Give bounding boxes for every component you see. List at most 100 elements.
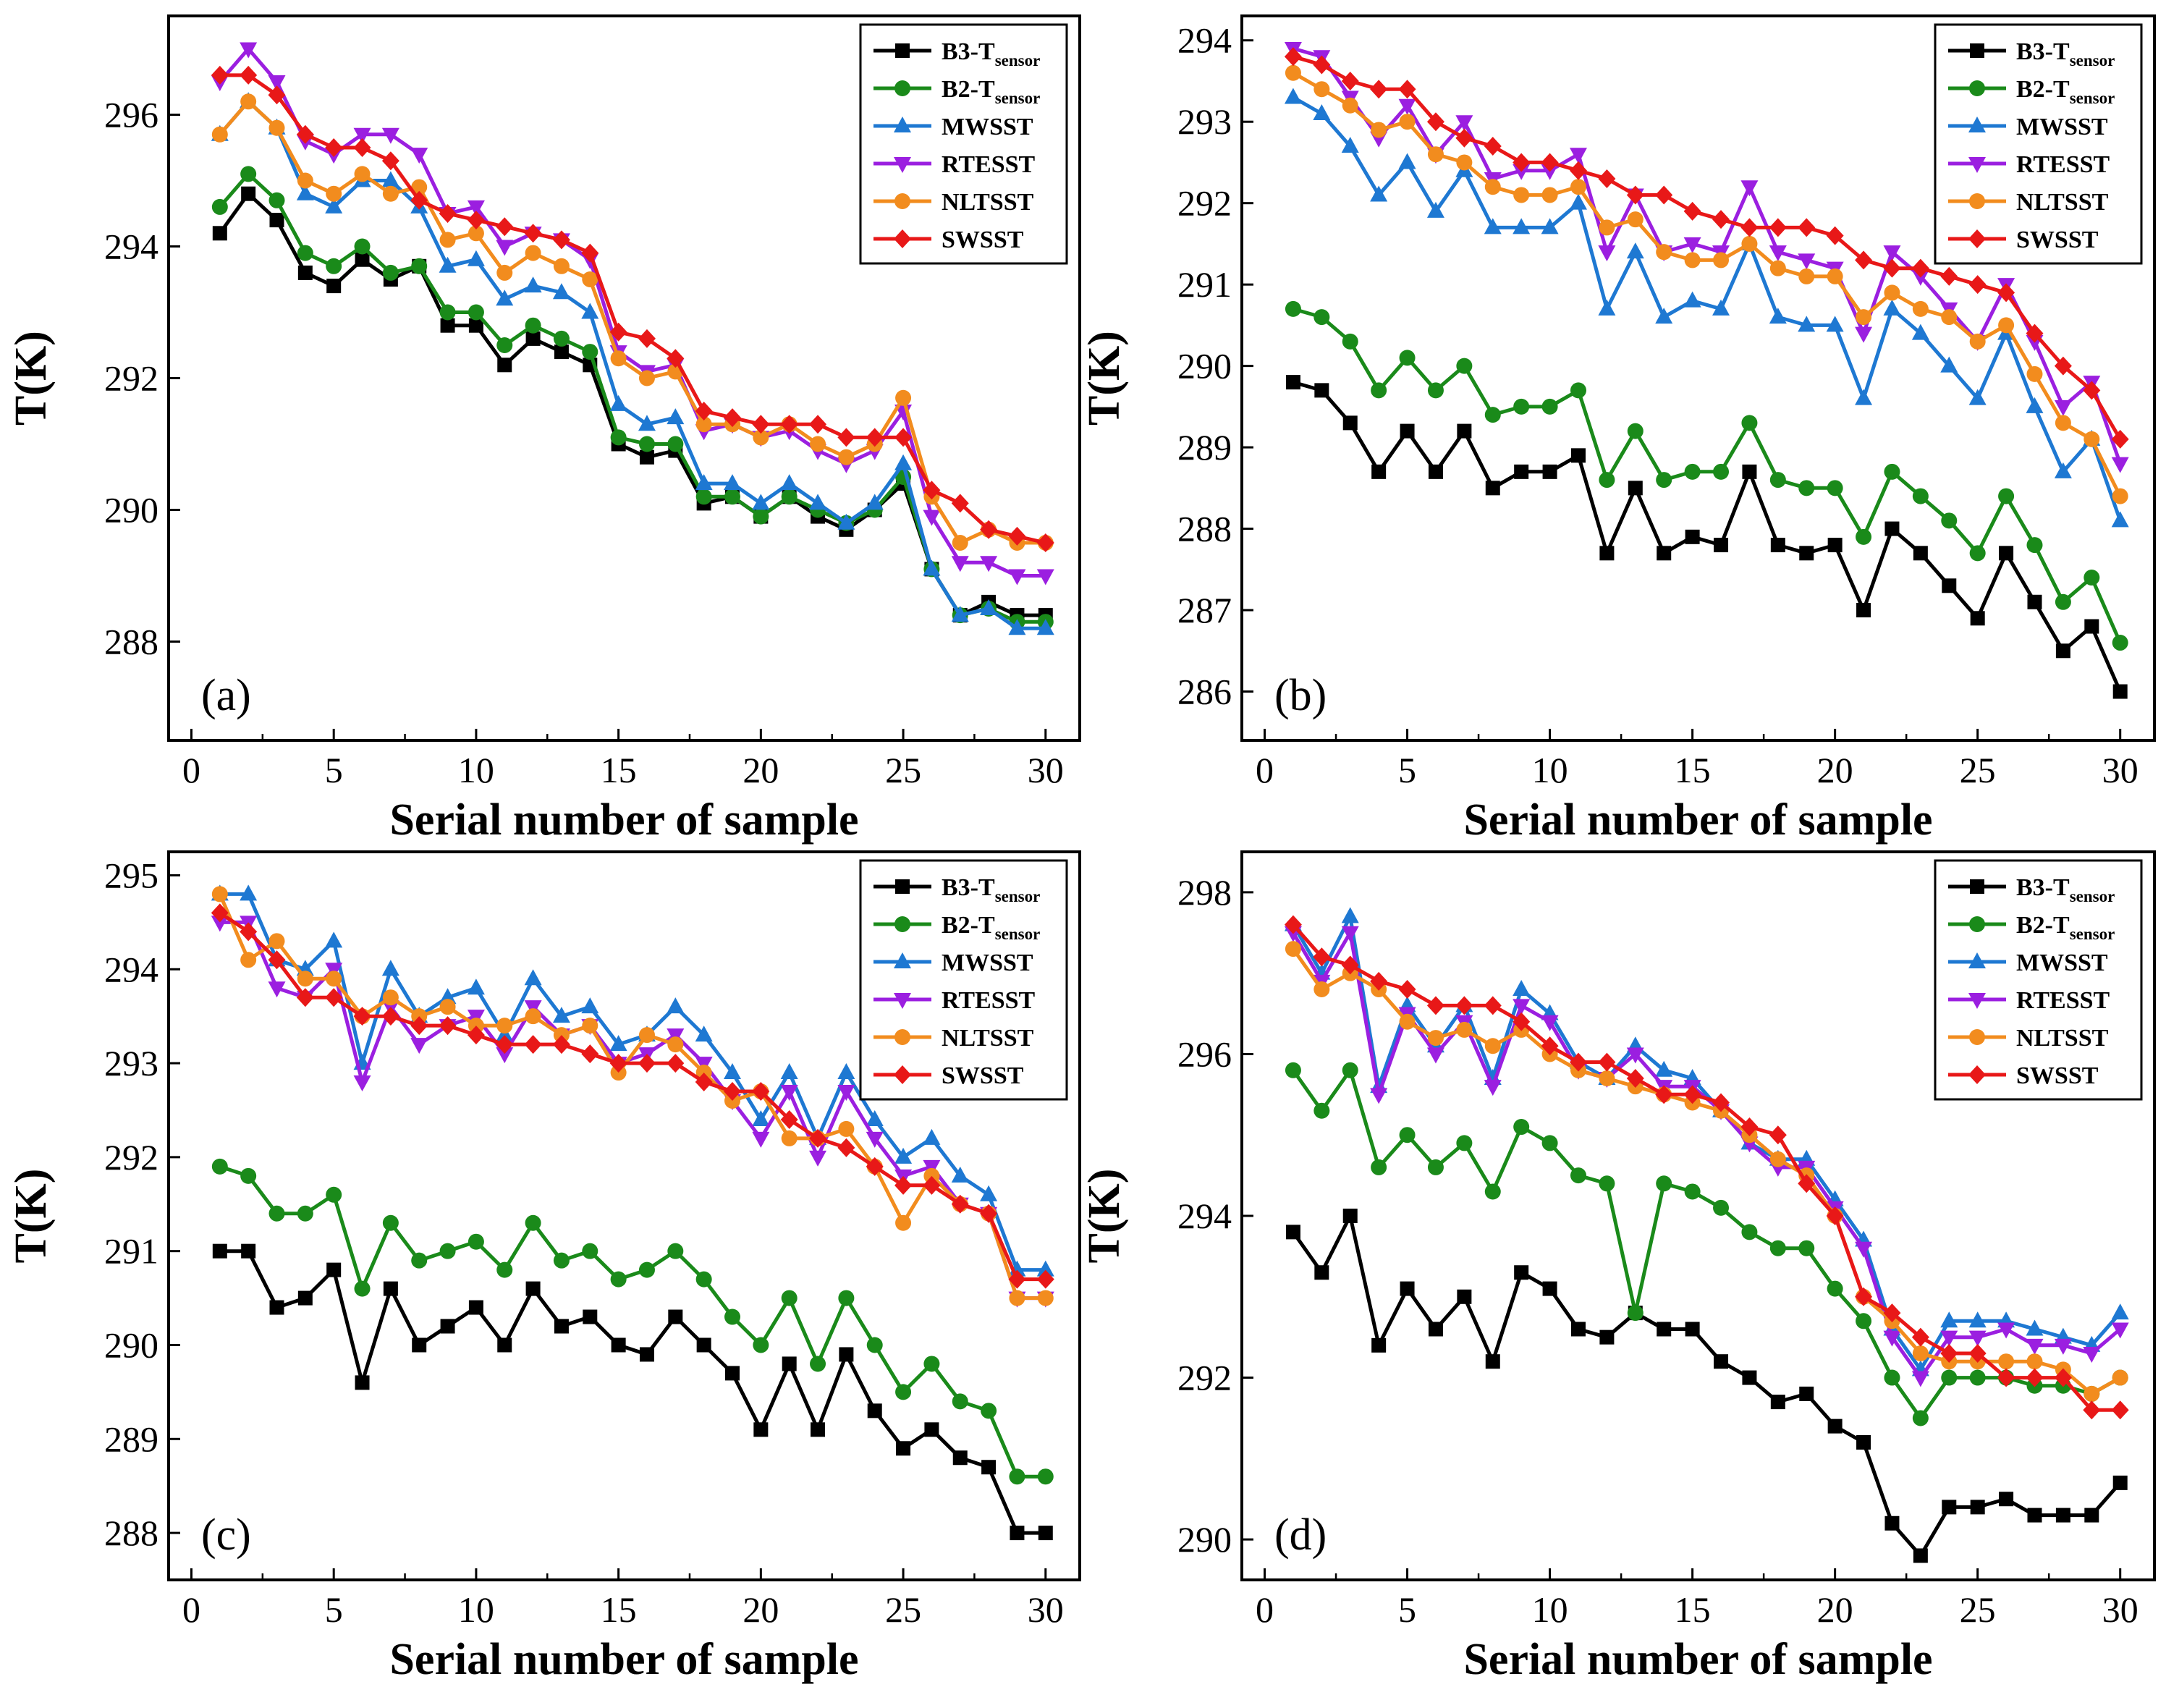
legend-label: RTESST xyxy=(942,151,1036,178)
data-point xyxy=(951,1166,969,1183)
chart-panel-a: 0 5 10 15 20 25 30 288 290 292 294 296 Serial number… xyxy=(7,14,1081,845)
series-swsst xyxy=(1284,915,2129,1420)
data-point xyxy=(1770,1395,1785,1410)
legend-label-subscript: sensor xyxy=(995,89,1041,107)
data-point xyxy=(781,1130,798,1146)
x-tick-label: 30 xyxy=(1028,750,1064,790)
data-point xyxy=(810,436,826,452)
legend-item-mwsst: MWSST xyxy=(873,950,1033,976)
y-tick-label: 298 xyxy=(1177,872,1232,913)
data-point xyxy=(1542,464,1557,479)
series-nltsst xyxy=(1285,941,2128,1402)
data-point xyxy=(895,1384,912,1400)
data-point xyxy=(382,185,399,202)
x-tick-label: 5 xyxy=(1398,750,1416,790)
legend-item-nltsst: NLTSST xyxy=(873,1025,1034,1052)
data-point xyxy=(1427,1159,1444,1175)
data-point xyxy=(2026,1353,2043,1370)
data-point xyxy=(581,303,599,319)
data-point xyxy=(1285,300,1301,317)
data-point xyxy=(1911,1371,1929,1387)
data-point xyxy=(1855,1287,1873,1306)
data-point xyxy=(809,1128,827,1148)
data-point xyxy=(240,93,257,110)
data-point xyxy=(923,510,941,526)
data-point xyxy=(525,1008,541,1025)
data-point xyxy=(383,1281,398,1296)
data-point xyxy=(355,252,370,267)
data-point xyxy=(1484,1183,1501,1200)
data-point xyxy=(554,1319,569,1334)
data-point xyxy=(439,1243,456,1259)
data-point xyxy=(1399,114,1416,130)
data-point xyxy=(980,556,998,572)
data-point xyxy=(1628,481,1643,496)
data-point xyxy=(1798,253,1816,270)
data-point xyxy=(1769,218,1787,237)
data-point xyxy=(1970,1500,1985,1515)
legend-box xyxy=(859,23,1068,265)
data-point xyxy=(752,415,770,434)
data-point xyxy=(1598,299,1616,316)
legend-label-main: MWSST xyxy=(942,950,1033,976)
data-point xyxy=(1627,1305,1643,1322)
data-point xyxy=(1370,1088,1388,1104)
data-point xyxy=(582,271,598,287)
y-tick-label: 294 xyxy=(104,949,158,989)
x-tick-label: 30 xyxy=(2102,750,2138,790)
data-point xyxy=(268,950,286,970)
data-point xyxy=(240,952,257,968)
series-b2 xyxy=(1285,300,2128,651)
data-point xyxy=(1400,1281,1415,1296)
data-point xyxy=(1513,1119,1530,1136)
legend-label: NLTSST xyxy=(2016,1025,2109,1052)
legend-item-rtesst: RTESST xyxy=(873,987,1036,1014)
data-point xyxy=(667,349,685,368)
data-point xyxy=(1599,472,1615,489)
legend-marker xyxy=(1968,993,1986,1009)
data-point xyxy=(1371,1159,1387,1175)
data-point xyxy=(1485,481,1500,496)
data-point xyxy=(467,200,485,216)
data-point xyxy=(638,370,655,386)
data-point xyxy=(695,1026,713,1042)
legend-label: B3-Tsensor xyxy=(942,38,1040,69)
data-point xyxy=(381,151,399,171)
data-point xyxy=(211,126,228,143)
y-tick-label: 288 xyxy=(104,622,158,662)
data-point xyxy=(354,166,371,182)
data-point xyxy=(1541,1015,1559,1031)
data-point xyxy=(1883,258,1901,278)
data-point xyxy=(1798,1174,1816,1193)
data-point xyxy=(211,903,229,923)
data-point xyxy=(866,1337,883,1353)
legend-marker xyxy=(895,879,910,894)
data-point xyxy=(1827,1280,1843,1297)
legend-item-b2: B2-Tsensor xyxy=(873,76,1040,107)
data-point xyxy=(553,258,570,274)
legend-label: MWSST xyxy=(942,114,1033,140)
data-point xyxy=(553,330,570,347)
data-point xyxy=(752,1131,770,1148)
data-point xyxy=(467,250,485,266)
data-point xyxy=(1884,521,1900,536)
data-point xyxy=(211,916,229,932)
data-point xyxy=(525,317,541,334)
data-point xyxy=(1855,389,1873,405)
data-point xyxy=(1513,187,1530,203)
legend-label-main: RTESST xyxy=(942,151,1036,178)
data-point xyxy=(753,429,769,446)
legend-label-main: NLTSST xyxy=(942,189,1034,216)
legend-box xyxy=(1934,859,2143,1101)
data-point xyxy=(1883,299,1901,316)
data-point xyxy=(553,1252,570,1269)
data-point xyxy=(894,454,913,470)
data-point xyxy=(326,971,342,987)
data-point xyxy=(1742,1370,1757,1385)
series-line-b2 xyxy=(219,1164,1046,1479)
legend-box xyxy=(859,859,1068,1101)
legend-label-main: B3-T xyxy=(2016,38,2070,65)
data-point xyxy=(2026,1319,2044,1336)
data-point xyxy=(2026,1338,2044,1355)
data-point xyxy=(1968,389,1987,405)
